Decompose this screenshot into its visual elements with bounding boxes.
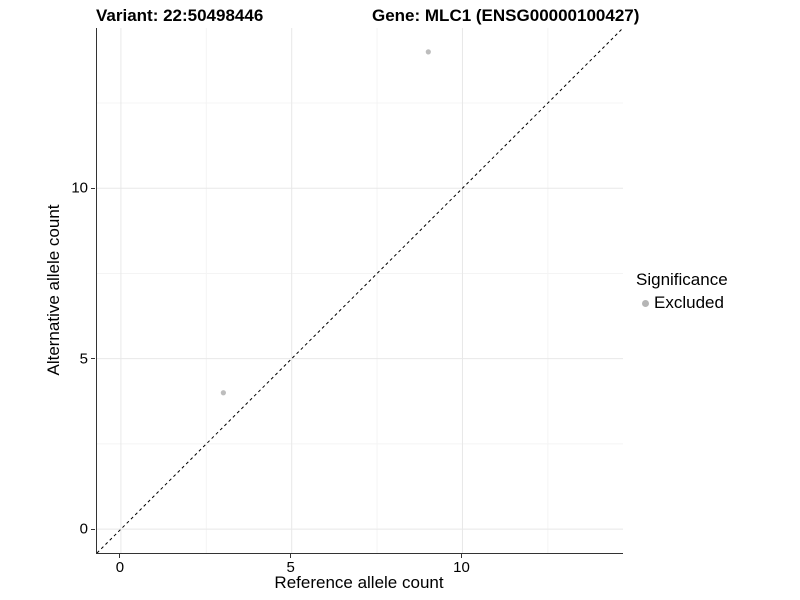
x-tick-mark bbox=[119, 554, 121, 558]
x-axis-title: Reference allele count bbox=[274, 573, 444, 592]
plot-canvas bbox=[97, 28, 623, 553]
y-tick-mark bbox=[91, 358, 95, 360]
x-tick-label: 5 bbox=[286, 559, 295, 576]
x-tick-mark bbox=[460, 554, 462, 558]
legend-point-icon bbox=[642, 299, 649, 307]
y-tick-label: 10 bbox=[71, 179, 88, 197]
y-tick-label: 5 bbox=[79, 350, 88, 368]
x-tick-label: 10 bbox=[453, 559, 470, 576]
data-point bbox=[220, 390, 226, 396]
plot-title-gene: Gene: MLC1 (ENSG00000100427) bbox=[372, 6, 640, 25]
legend-item-excluded: Excluded bbox=[636, 293, 728, 313]
legend-item-label: Excluded bbox=[654, 293, 724, 312]
plot-title-variant: Variant: 22:50498446 bbox=[96, 6, 264, 25]
x-tick-label: 0 bbox=[115, 559, 125, 576]
identity-reference-line bbox=[97, 28, 623, 553]
legend: Significance Excluded bbox=[636, 270, 728, 313]
y-tick-label: 0 bbox=[79, 520, 88, 538]
y-tick-mark bbox=[91, 528, 95, 530]
legend-title: Significance bbox=[636, 270, 728, 289]
x-tick-mark bbox=[290, 554, 292, 558]
y-tick-mark bbox=[91, 187, 95, 189]
data-point bbox=[425, 49, 431, 55]
plot-panel bbox=[96, 28, 623, 554]
